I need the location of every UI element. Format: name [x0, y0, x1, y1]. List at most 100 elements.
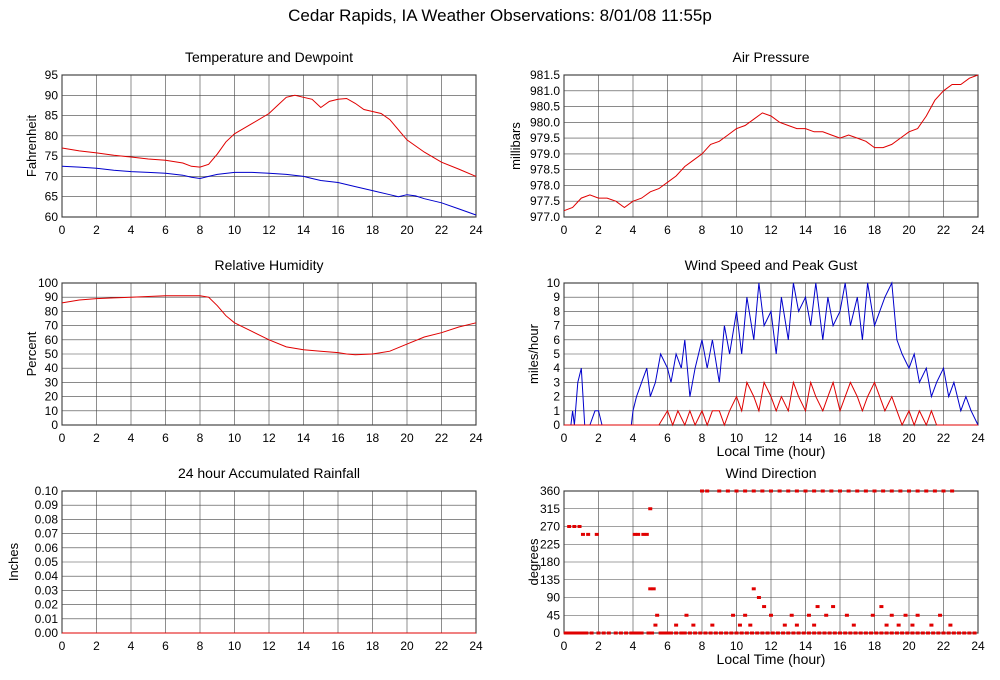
x-tick-label: 12 — [262, 431, 276, 445]
x-tick-label: 16 — [833, 431, 847, 445]
x-tick-label: 24 — [971, 639, 985, 653]
y-tick-label: 80 — [45, 304, 59, 318]
y-axis-label: Inches — [6, 542, 21, 581]
direction-point — [889, 489, 894, 493]
direction-point — [884, 623, 889, 627]
direction-point — [791, 631, 796, 635]
direction-point — [896, 623, 901, 627]
y-tick-label: 60 — [45, 333, 59, 347]
direction-point — [884, 631, 889, 635]
y-tick-label: 978.5 — [530, 163, 560, 177]
chart-title: 24 hour Accumulated Rainfall — [178, 465, 360, 481]
y-tick-label: 80 — [45, 129, 59, 143]
x-tick-label: 20 — [400, 431, 414, 445]
x-tick-label: 8 — [699, 223, 706, 237]
x-tick-label: 18 — [366, 223, 380, 237]
direction-point — [731, 613, 736, 617]
x-tick-label: 16 — [833, 639, 847, 653]
direction-point — [618, 631, 623, 635]
x-tick-label: 16 — [331, 639, 345, 653]
direction-point — [567, 631, 572, 635]
y-tick-label: 9 — [553, 290, 560, 304]
x-tick-label: 24 — [469, 223, 483, 237]
x-tick-label: 12 — [764, 223, 778, 237]
direction-point — [662, 631, 667, 635]
direction-point — [705, 489, 710, 493]
x-tick-label: 2 — [595, 431, 602, 445]
y-axis-label: Percent — [24, 331, 39, 376]
direction-point — [915, 631, 920, 635]
direction-point — [869, 631, 874, 635]
direction-point — [831, 605, 836, 609]
x-tick-label: 2 — [93, 431, 100, 445]
y-tick-label: 0.02 — [35, 598, 59, 612]
x-tick-label: 22 — [937, 223, 951, 237]
x-tick-label: 20 — [400, 223, 414, 237]
x-tick-label: 18 — [366, 639, 380, 653]
direction-point — [786, 489, 791, 493]
direction-point — [789, 613, 794, 617]
direction-point — [596, 631, 601, 635]
x-tick-label: 20 — [902, 431, 916, 445]
y-tick-label: 70 — [45, 169, 59, 183]
direction-point — [760, 489, 765, 493]
direction-point — [972, 631, 977, 635]
y-tick-label: 90 — [547, 591, 561, 605]
direction-point — [832, 631, 837, 635]
direction-point — [589, 631, 594, 635]
y-tick-label: 1 — [553, 404, 560, 418]
page-title: Cedar Rapids, IA Weather Observations: 8… — [288, 6, 712, 25]
x-tick-label: 6 — [664, 639, 671, 653]
direction-point — [924, 489, 929, 493]
direction-point — [851, 623, 856, 627]
x-tick-label: 16 — [331, 431, 345, 445]
y-tick-label: 0.03 — [35, 583, 59, 597]
direction-point — [903, 613, 908, 617]
y-tick-label: 85 — [45, 109, 59, 123]
direction-point — [907, 489, 911, 493]
y-tick-label: 980.5 — [530, 100, 560, 114]
direction-point — [632, 532, 637, 536]
y-axis-label: miles/hour — [526, 323, 541, 384]
x-tick-label: 10 — [730, 639, 744, 653]
direction-point — [717, 489, 722, 493]
x-tick-label: 22 — [937, 431, 951, 445]
direction-point — [803, 489, 808, 493]
y-tick-label: 978.0 — [530, 178, 560, 192]
x-tick-label: 6 — [162, 431, 169, 445]
direction-point — [855, 489, 860, 493]
x-tick-label: 16 — [833, 223, 847, 237]
direction-point — [577, 631, 582, 635]
y-tick-label: 100 — [38, 276, 58, 290]
direction-point — [815, 605, 820, 609]
x-tick-label: 6 — [162, 223, 169, 237]
x-tick-label: 8 — [699, 639, 706, 653]
direction-point — [751, 587, 756, 591]
direction-point — [796, 631, 801, 635]
x-tick-label: 14 — [799, 223, 813, 237]
direction-point — [905, 631, 910, 635]
direction-point — [931, 631, 936, 635]
y-tick-label: 75 — [45, 149, 59, 163]
y-tick-label: 10 — [45, 404, 59, 418]
x-tick-label: 14 — [297, 639, 311, 653]
y-tick-label: 180 — [540, 555, 560, 569]
x-tick-label: 4 — [128, 639, 135, 653]
series-line-1 — [564, 380, 978, 427]
y-tick-label: 977.5 — [530, 194, 560, 208]
direction-point — [824, 613, 829, 617]
direction-point — [739, 631, 744, 635]
direction-point — [765, 631, 770, 635]
direction-point — [782, 623, 787, 627]
y-tick-label: 0 — [553, 626, 560, 640]
series-line-0 — [61, 94, 477, 177]
y-tick-label: 40 — [45, 361, 59, 375]
direction-point — [775, 631, 780, 635]
direction-point — [756, 596, 761, 599]
direction-point — [817, 631, 822, 635]
y-tick-label: 0.05 — [35, 555, 59, 569]
y-tick-label: 981.0 — [530, 84, 560, 98]
direction-point — [750, 631, 755, 635]
direction-point — [846, 489, 851, 493]
x-tick-label: 22 — [435, 223, 449, 237]
